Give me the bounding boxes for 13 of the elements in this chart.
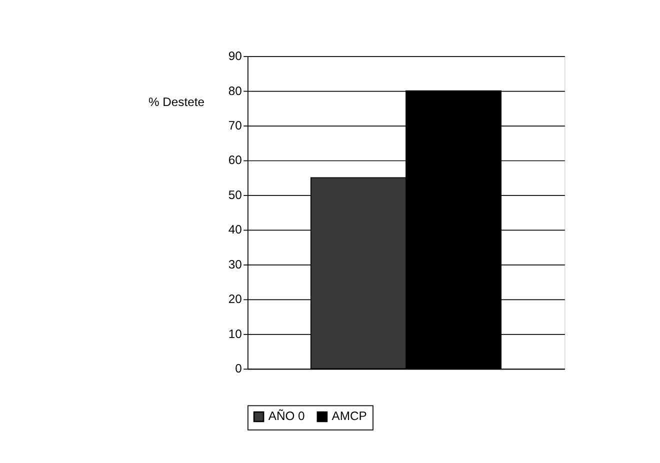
y-tick-label: 0 xyxy=(235,362,242,376)
y-tick-label: 30 xyxy=(228,257,242,272)
y-axis-title: % Destete xyxy=(148,95,205,110)
y-tick-label: 60 xyxy=(228,153,242,168)
y-tick-label: 50 xyxy=(228,188,242,202)
legend-label: AÑO 0 xyxy=(268,409,306,424)
y-tick-label: 20 xyxy=(228,292,242,306)
y-tick-label: 70 xyxy=(228,118,242,132)
y-tick-label: 80 xyxy=(228,84,242,98)
legend-label: AMCP xyxy=(332,409,367,424)
y-tick-label: 90 xyxy=(228,49,242,64)
y-tick-label: 40 xyxy=(228,222,242,237)
y-tick-label: 10 xyxy=(228,326,242,341)
